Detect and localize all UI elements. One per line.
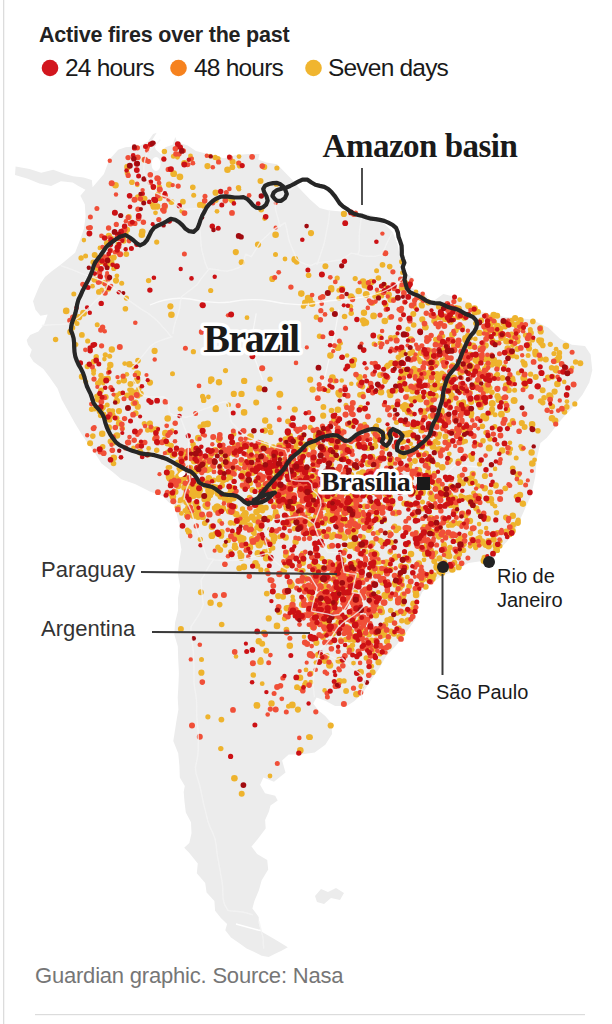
svg-text:Guardian graphic. Source: Nasa: Guardian graphic. Source: Nasa bbox=[35, 963, 344, 988]
svg-text:Brasília: Brasília bbox=[321, 466, 411, 497]
svg-text:Paraguay: Paraguay bbox=[41, 557, 135, 582]
svg-text:Amazon basin: Amazon basin bbox=[323, 128, 518, 164]
svg-text:São Paulo: São Paulo bbox=[436, 681, 528, 703]
svg-text:Active fires over the past: Active fires over the past bbox=[39, 23, 290, 47]
svg-text:Argentina: Argentina bbox=[41, 616, 136, 641]
svg-text:Janeiro: Janeiro bbox=[497, 589, 563, 611]
svg-text:Rio de: Rio de bbox=[497, 565, 555, 587]
svg-text:Seven days: Seven days bbox=[328, 54, 449, 81]
svg-text:48 hours: 48 hours bbox=[194, 54, 283, 81]
svg-text:Brazil: Brazil bbox=[203, 316, 300, 361]
svg-text:24 hours: 24 hours bbox=[65, 54, 154, 81]
